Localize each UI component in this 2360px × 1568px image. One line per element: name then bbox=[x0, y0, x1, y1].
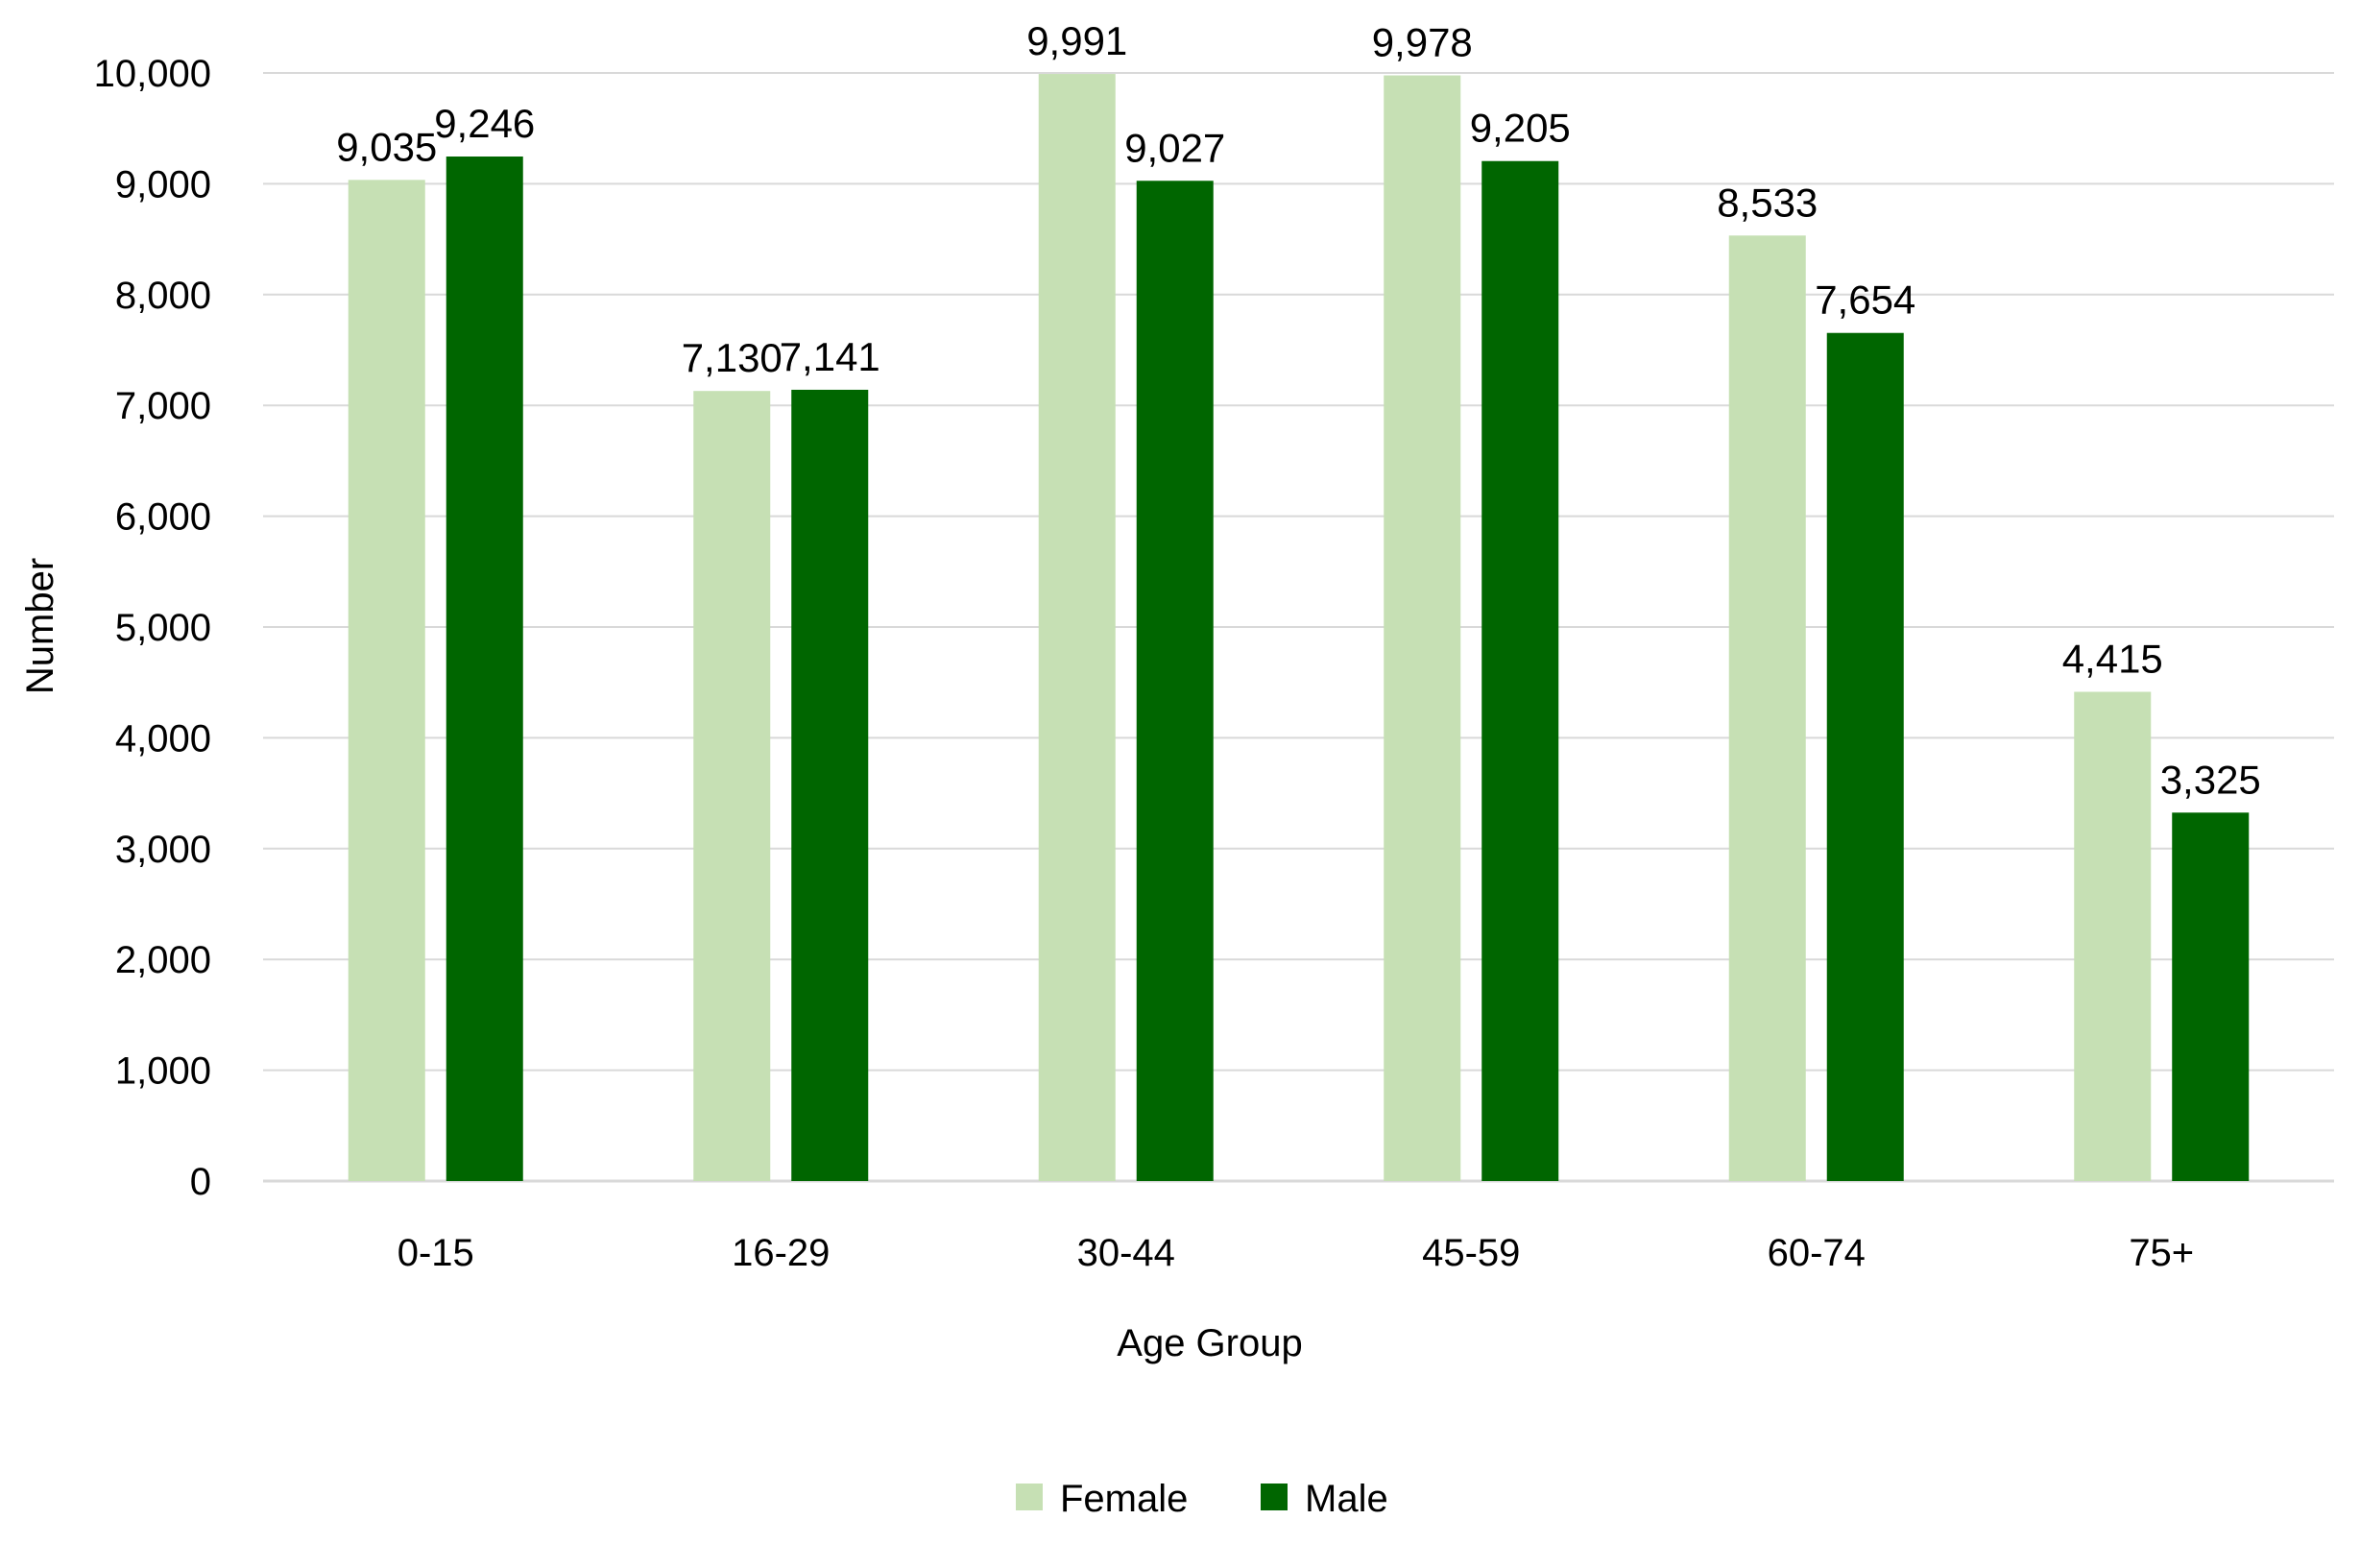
y-tick-label: 10,000 bbox=[94, 53, 211, 95]
bar-male-30-44 bbox=[1136, 181, 1214, 1182]
data-label: 3,325 bbox=[2160, 757, 2261, 802]
y-tick-label: 7,000 bbox=[115, 385, 211, 427]
data-label: 9,978 bbox=[1372, 20, 1473, 65]
data-label: 9,027 bbox=[1124, 125, 1225, 170]
data-label: 9,035 bbox=[336, 124, 437, 169]
legend-swatch-male bbox=[1261, 1484, 1288, 1510]
bar-female-45-59 bbox=[1384, 75, 1461, 1181]
bar-male-16-29 bbox=[791, 389, 869, 1181]
bar-male-75+ bbox=[2172, 812, 2250, 1181]
legend: Female Male bbox=[1016, 1478, 1388, 1520]
legend-label-male: Male bbox=[1305, 1478, 1388, 1520]
data-label: 9,991 bbox=[1026, 18, 1127, 63]
data-label: 8,533 bbox=[1717, 180, 1818, 225]
data-label: 4,415 bbox=[2062, 637, 2163, 682]
bar-male-45-59 bbox=[1481, 160, 1559, 1181]
data-label: 7,141 bbox=[780, 334, 880, 379]
x-tick-label: 0-15 bbox=[397, 1232, 474, 1274]
y-tick-label: 6,000 bbox=[115, 496, 211, 539]
y-tick-label: 9,000 bbox=[115, 163, 211, 205]
y-tick-label: 2,000 bbox=[115, 939, 211, 981]
y-tick-label: 4,000 bbox=[115, 717, 211, 760]
x-tick-label: 60-74 bbox=[1768, 1232, 1866, 1274]
y-axis-ticks: 0 1,000 2,000 3,000 4,000 5,000 6,000 7,000 8,00… bbox=[94, 53, 211, 1203]
data-label: 7,130 bbox=[682, 335, 783, 380]
x-axis-title: Age Group bbox=[1117, 1322, 1302, 1364]
bar-female-30-44 bbox=[1038, 74, 1116, 1182]
legend-swatch-female bbox=[1016, 1484, 1043, 1510]
legend-label-female: Female bbox=[1060, 1478, 1188, 1520]
data-label: 7,654 bbox=[1815, 277, 1915, 323]
x-tick-label: 16-29 bbox=[732, 1232, 830, 1274]
bar-male-60-74 bbox=[1826, 332, 1904, 1181]
y-tick-label: 5,000 bbox=[115, 607, 211, 649]
y-tick-label: 8,000 bbox=[115, 275, 211, 317]
y-axis-title: Number bbox=[19, 558, 61, 694]
bar-female-60-74 bbox=[1728, 235, 1806, 1181]
x-axis-ticks: 0-15 16-29 30-44 45-59 60-74 75+ bbox=[397, 1232, 2194, 1274]
x-tick-label: 45-59 bbox=[1422, 1232, 1520, 1274]
data-label: 9,246 bbox=[434, 101, 535, 146]
y-tick-label: 0 bbox=[190, 1161, 211, 1203]
bar-female-75+ bbox=[2074, 691, 2152, 1181]
y-tick-label: 1,000 bbox=[115, 1050, 211, 1093]
x-tick-label: 30-44 bbox=[1077, 1232, 1175, 1274]
bar-male-0-15 bbox=[446, 157, 523, 1181]
y-tick-label: 3,000 bbox=[115, 829, 211, 871]
x-tick-label: 75+ bbox=[2129, 1232, 2194, 1274]
data-label: 9,205 bbox=[1470, 106, 1571, 151]
gridlines bbox=[263, 72, 2334, 1183]
bar-female-0-15 bbox=[348, 180, 425, 1182]
bar-female-16-29 bbox=[693, 391, 771, 1181]
